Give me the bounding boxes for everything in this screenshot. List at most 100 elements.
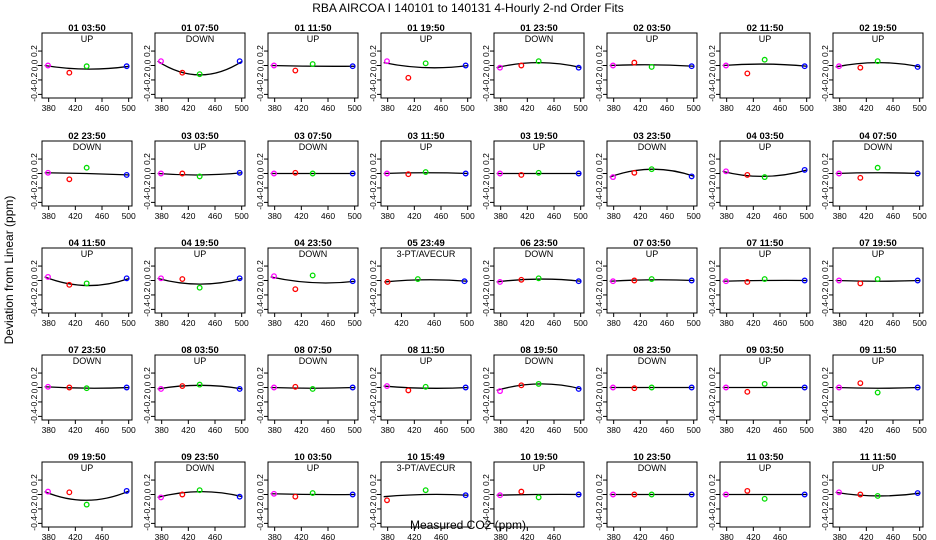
x-tick-label: 420 <box>181 425 195 435</box>
data-point <box>271 384 277 391</box>
y-tick-label: 0.2 <box>707 474 717 486</box>
y-tick-label: -0.4 <box>594 302 604 317</box>
y-tick-label: -0.2 <box>820 180 830 195</box>
data-point <box>309 272 316 279</box>
panel-tag: UP <box>646 34 659 44</box>
y-tick-label: -0.2 <box>142 501 152 516</box>
y-tick-label: 0.0 <box>707 274 717 286</box>
y-tick-label: 0.0 <box>142 488 152 500</box>
panel-tag: DOWN <box>864 142 893 152</box>
x-tick-label: 460 <box>547 211 561 221</box>
data-point <box>518 171 525 178</box>
data-point <box>83 63 90 70</box>
y-tick-label: -0.4 <box>594 516 604 531</box>
data-point <box>462 62 469 69</box>
data-point <box>688 277 695 284</box>
fit-curve <box>44 490 130 501</box>
y-tick-label: 0.0 <box>368 59 378 71</box>
y-tick-label: -0.4 <box>594 195 604 210</box>
x-tick-label: 380 <box>607 103 621 113</box>
y-tick-label: -0.4 <box>368 195 378 210</box>
x-tick-label: 460 <box>547 425 561 435</box>
x-tick-label: 500 <box>122 425 136 435</box>
data-point <box>874 492 881 499</box>
y-tick-label: -0.2 <box>820 394 830 409</box>
data-point <box>196 381 203 388</box>
y-tick-label: 0.0 <box>368 274 378 286</box>
data-point <box>631 385 638 392</box>
data-point <box>610 62 616 69</box>
data-point <box>575 64 582 71</box>
y-tick-label: -0.2 <box>481 501 491 516</box>
panel-tag: UP <box>646 249 659 259</box>
y-tick-label: -0.2 <box>142 180 152 195</box>
y-tick-label: -0.4 <box>255 195 265 210</box>
x-tick-label: 460 <box>773 103 787 113</box>
y-tick-label: 0.2 <box>255 367 265 379</box>
x-tick-label: 500 <box>460 318 474 328</box>
x-tick-label: 420 <box>181 103 195 113</box>
x-tick-label: 460 <box>208 318 222 328</box>
x-tick-label: 380 <box>833 318 847 328</box>
y-tick-label: -0.4 <box>707 302 717 317</box>
y-tick-label: -0.2 <box>368 180 378 195</box>
y-tick-label: -0.2 <box>594 501 604 516</box>
data-point <box>874 164 881 171</box>
panel-title: 01 07:50 <box>181 23 219 34</box>
panel-tag: UP <box>533 463 546 473</box>
y-tick-label: 0.0 <box>820 381 830 393</box>
y-tick-label: 0.2 <box>707 153 717 165</box>
data-point <box>461 278 468 285</box>
x-tick-label: 460 <box>886 103 900 113</box>
panel-title: 01 11:50 <box>295 23 332 34</box>
x-tick-label: 460 <box>321 103 335 113</box>
data-point <box>309 170 316 177</box>
data-point <box>610 491 616 498</box>
panel-title: 02 03:50 <box>633 23 671 34</box>
panel-tag: UP <box>307 34 320 44</box>
x-tick-label: 460 <box>95 103 109 113</box>
fit-curve <box>157 384 243 390</box>
data-point <box>761 174 768 181</box>
panel-title: 09 23:50 <box>181 452 219 463</box>
x-tick-label: 500 <box>461 211 475 221</box>
y-tick-label: -0.2 <box>481 72 491 87</box>
data-point <box>575 278 582 285</box>
y-tick-label: 0.2 <box>820 45 830 57</box>
panel-title: 09 03:50 <box>746 345 784 356</box>
fit-curve <box>609 168 695 178</box>
x-tick-label: 460 <box>773 425 787 435</box>
y-tick-label: 0.0 <box>820 167 830 179</box>
panel-tag: UP <box>194 249 207 259</box>
y-tick-label: -0.2 <box>29 180 39 195</box>
panel-title: 08 11:50 <box>408 345 445 356</box>
panel-tag: UP <box>81 249 94 259</box>
y-tick-label: 0.2 <box>481 474 491 486</box>
y-tick-label: 0.2 <box>29 367 39 379</box>
data-point <box>914 277 921 284</box>
y-tick-label: 0.0 <box>255 274 265 286</box>
data-point <box>744 388 751 395</box>
y-tick-label: 0.0 <box>142 59 152 71</box>
data-point <box>535 275 542 282</box>
data-point <box>836 63 842 70</box>
y-tick-label: -0.4 <box>820 409 830 424</box>
x-tick-label: 500 <box>913 103 927 113</box>
panel-title: 10 03:50 <box>294 452 332 463</box>
data-point <box>405 387 412 394</box>
data-point <box>309 490 316 497</box>
data-point <box>688 63 695 70</box>
x-tick-label: 420 <box>633 425 647 435</box>
data-point <box>123 63 130 70</box>
y-tick-label: -0.4 <box>820 516 830 531</box>
data-point <box>631 59 638 66</box>
x-tick-label: 380 <box>720 103 734 113</box>
data-point <box>405 74 412 81</box>
y-tick-label: 0.0 <box>820 274 830 286</box>
panel-tag: UP <box>872 356 885 366</box>
data-point <box>535 494 542 501</box>
x-tick-label: 380 <box>155 425 169 435</box>
